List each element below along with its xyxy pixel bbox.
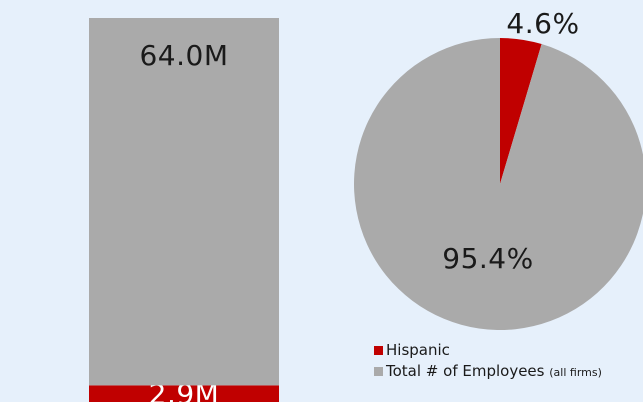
bar-segment-total-of-employees-all-firms <box>89 18 279 385</box>
legend: Hispanic Total # of Employees (all firms) <box>374 341 602 380</box>
legend-label: Total # of Employees <box>385 362 549 380</box>
legend-swatch-total-of-employees <box>374 367 383 376</box>
bar-label-total-of-employees-all-firms: 64.0M <box>139 39 228 72</box>
legend-item-hispanic: Hispanic <box>386 341 450 359</box>
legend-label: Hispanic <box>386 341 450 359</box>
pie-chart: 4.6% 95.4% <box>354 7 643 330</box>
pie-label-total: 95.4% <box>442 242 533 275</box>
legend-sublabel: (all firms) <box>549 366 602 379</box>
pie-label-hispanic: 4.6% <box>506 7 579 40</box>
legend-swatch-hispanic <box>374 346 383 355</box>
legend-item-total-of-employees: Total # of Employees (all firms) <box>385 362 602 380</box>
pie-slice-total-of-employees-all-firms <box>354 38 643 330</box>
